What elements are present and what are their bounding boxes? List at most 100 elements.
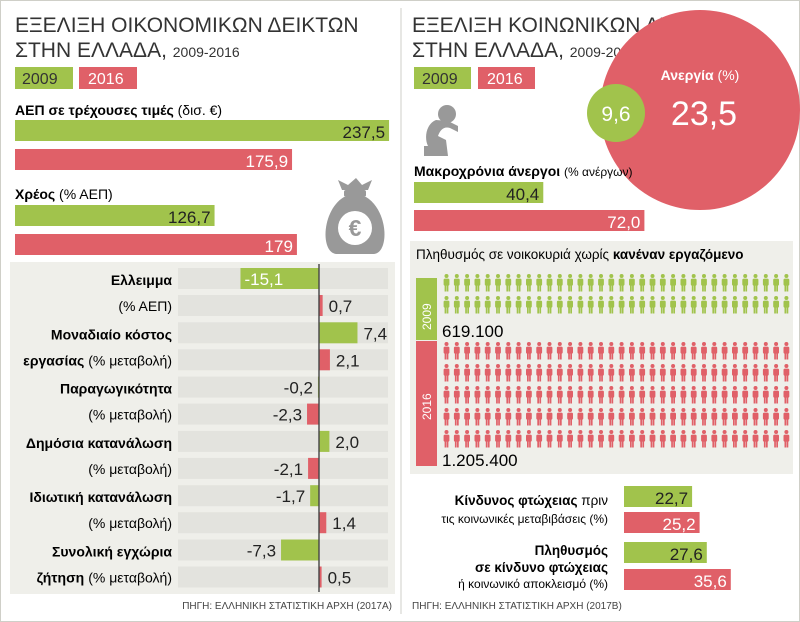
person-pictogram-icon <box>515 274 522 292</box>
person-pictogram-icon <box>567 386 573 404</box>
person-pictogram-icon <box>639 408 646 426</box>
person-pictogram-icon <box>495 430 501 448</box>
person-pictogram-icon <box>721 430 728 448</box>
person-pictogram-icon <box>680 342 687 360</box>
person-pictogram-icon <box>567 430 573 448</box>
person-pictogram-icon <box>567 296 573 314</box>
person-pictogram-icon <box>515 296 522 314</box>
indicator-4-value-2016: -2,1 <box>274 460 303 479</box>
person-pictogram-icon <box>690 430 697 448</box>
person-pictogram-icon <box>474 364 481 382</box>
indicator-2-label: Μοναδιαίο κόστος εργασίας (% μεταβολή) <box>23 326 172 368</box>
person-pictogram-icon <box>649 296 656 314</box>
right-legend-2009-swatch <box>414 67 471 89</box>
person-pictogram-icon <box>701 386 707 404</box>
person-pictogram-icon <box>732 274 738 292</box>
person-pictogram-icon <box>773 342 779 360</box>
person-pictogram-icon <box>464 342 470 360</box>
indicator-3-track-2009 <box>178 376 388 398</box>
right-legend-2009: 2009 <box>422 71 458 88</box>
person-pictogram-icon <box>629 364 635 382</box>
person-pictogram-icon <box>464 430 470 448</box>
person-pictogram-icon <box>721 364 728 382</box>
person-pictogram-icon <box>443 408 450 426</box>
person-pictogram-icon <box>701 274 707 292</box>
money-bag-euro-icon: € <box>325 178 385 254</box>
indicator-5-track-2009 <box>178 485 388 507</box>
despair-person-icon <box>424 105 458 156</box>
longterm-2016-label: 72,0 <box>607 213 640 232</box>
person-pictogram-icon <box>536 274 543 292</box>
person-pictogram-icon <box>773 296 779 314</box>
poverty-2016-bar <box>624 512 700 533</box>
person-pictogram-icon <box>629 408 635 426</box>
person-pictogram-icon <box>773 386 779 404</box>
person-pictogram-icon <box>783 408 790 426</box>
person-pictogram-icon <box>608 386 615 404</box>
longterm-2009-label: 40,4 <box>506 185 539 204</box>
person-pictogram-icon <box>752 386 759 404</box>
person-pictogram-icon <box>783 386 790 404</box>
unemployment-2016-value: 23,5 <box>671 95 737 133</box>
person-pictogram-icon <box>618 296 625 314</box>
left-title-line1: ΕΞΕΛΙΞΗ ΟΙΚΟΝΟΜΙΚΩΝ ΔΕΙΚΤΩΝ <box>15 14 359 37</box>
person-pictogram-icon <box>618 274 625 292</box>
person-pictogram-icon <box>484 342 491 360</box>
left-legend-2016-swatch <box>79 67 137 89</box>
person-pictogram-icon <box>773 274 779 292</box>
person-pictogram-icon <box>515 408 522 426</box>
person-pictogram-icon <box>659 274 666 292</box>
person-pictogram-icon <box>577 386 584 404</box>
person-pictogram-icon <box>639 364 646 382</box>
poverty-2009-bar <box>624 486 693 507</box>
person-pictogram-icon <box>526 408 532 426</box>
person-pictogram-icon <box>701 296 707 314</box>
person-pictogram-icon <box>649 408 656 426</box>
person-pictogram-icon <box>670 430 676 448</box>
person-pictogram-icon <box>701 342 707 360</box>
exclusion-2009-label: 27,6 <box>670 545 703 564</box>
person-pictogram-icon <box>711 274 718 292</box>
indicator-5-value-2016: 1,4 <box>332 514 356 533</box>
person-pictogram-icon <box>443 430 450 448</box>
person-pictogram-icon <box>546 430 553 448</box>
person-pictogram-icon <box>762 386 769 404</box>
person-pictogram-icon <box>484 408 491 426</box>
debt-2009-label: 126,7 <box>168 208 211 227</box>
person-pictogram-icon <box>598 342 604 360</box>
person-pictogram-icon <box>762 408 769 426</box>
right-legend-2016-swatch <box>478 67 535 89</box>
person-pictogram-icon <box>711 408 718 426</box>
unemployment-2009-value: 9,6 <box>601 103 630 126</box>
indicator-5-bar-2016 <box>319 512 327 534</box>
indicator-6-track-2016 <box>178 566 388 588</box>
diverging-bars: -15,1 0,7 Ελλειμμα (% ΑΕΠ) 7,42,1 Μοναδιαίο κ… <box>23 264 388 592</box>
person-pictogram-icon <box>526 296 532 314</box>
longterm-bars: 40,4 72,0 <box>414 182 645 232</box>
person-pictogram-icon <box>783 430 790 448</box>
gdp-bars: 237,5 175,9 <box>15 120 390 171</box>
person-pictogram-icon <box>556 430 563 448</box>
person-pictogram-icon <box>505 430 512 448</box>
person-pictogram-icon <box>783 274 790 292</box>
person-pictogram-icon <box>721 296 728 314</box>
person-pictogram-icon <box>649 364 656 382</box>
person-pictogram-icon <box>721 274 728 292</box>
person-pictogram-icon <box>649 274 656 292</box>
person-pictogram-icon <box>711 296 718 314</box>
person-pictogram-icon <box>546 386 553 404</box>
person-pictogram-icon <box>629 430 635 448</box>
poverty-2009-label: 22,7 <box>655 489 688 508</box>
exclusion-bars: 27,6 35,6 <box>624 542 731 591</box>
person-pictogram-icon <box>598 430 604 448</box>
person-pictogram-icon <box>526 342 532 360</box>
person-pictogram-icon <box>474 274 481 292</box>
person-pictogram-icon <box>773 408 779 426</box>
person-pictogram-icon <box>629 342 635 360</box>
indicator-6-bar-2016 <box>319 566 322 588</box>
person-pictogram-icon <box>629 296 635 314</box>
indicator-5-bar-2009 <box>310 485 319 507</box>
person-pictogram-icon <box>567 274 573 292</box>
person-pictogram-icon <box>732 408 738 426</box>
